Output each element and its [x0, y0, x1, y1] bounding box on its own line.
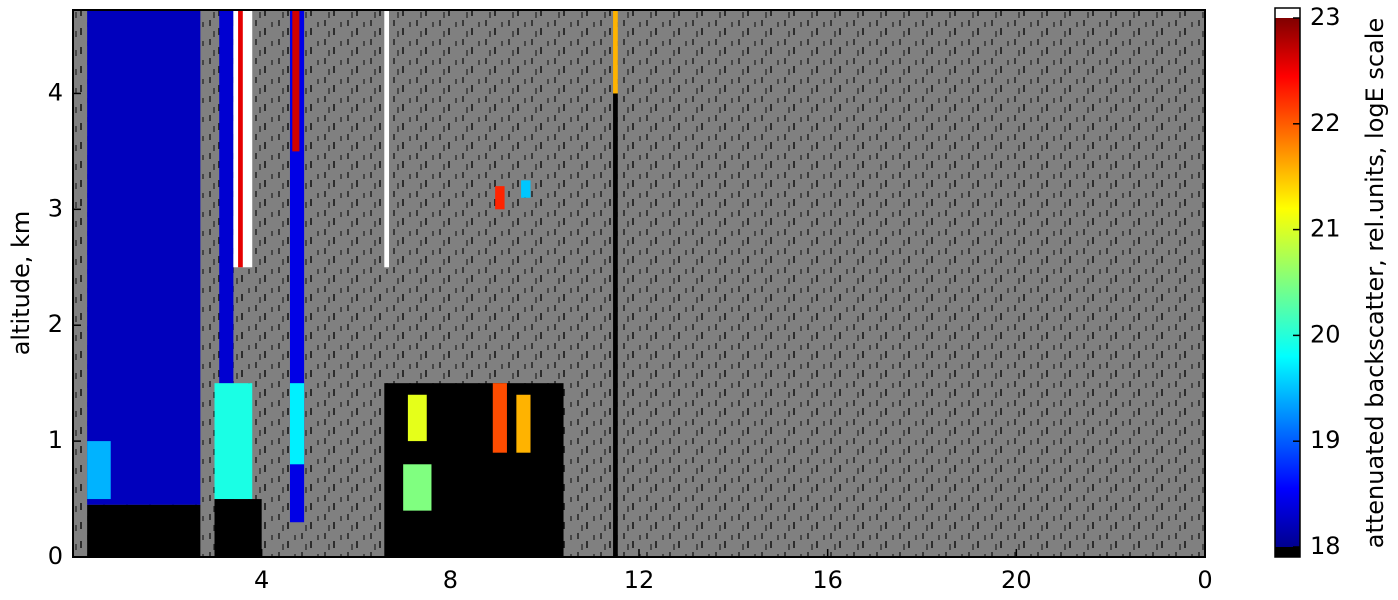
heat-cell [613, 10, 618, 94]
y-tick-label: 1 [48, 426, 63, 454]
plot-background [73, 10, 1205, 557]
heat-cell [292, 10, 300, 152]
x-tick-label: 4 [254, 566, 269, 594]
x-tick-label: 8 [443, 566, 458, 594]
heat-cell [492, 383, 507, 453]
heat-cell [87, 441, 111, 500]
colorbar-tick-label: 18 [1310, 532, 1341, 560]
y-tick-label: 2 [48, 310, 63, 338]
colorbar-tick-label: 19 [1310, 426, 1341, 454]
y-tick-label: 4 [48, 78, 63, 106]
colorbar-under [1275, 547, 1300, 557]
heat-cell [407, 394, 427, 442]
colorbar-label: attenuated backscatter, rel.units, logE … [1361, 18, 1389, 549]
x-tick-label: 16 [812, 566, 843, 594]
heat-cell [214, 383, 253, 500]
heat-cell [613, 93, 618, 558]
y-tick-label: 3 [48, 194, 63, 222]
heat-cell [403, 464, 432, 511]
heat-cell [87, 504, 201, 557]
heat-cell [233, 10, 253, 268]
x-tick-label: 20 [1001, 566, 1032, 594]
x-tick-label: 0 [1197, 566, 1212, 594]
heat-cell [516, 394, 531, 453]
heat-cell [87, 10, 201, 505]
colorbar-over [1275, 8, 1300, 18]
heat-cell [384, 10, 390, 268]
y-axis-label: altitude, km [7, 211, 35, 356]
colorbar [1275, 18, 1300, 547]
colorbar-tick-label: 20 [1310, 320, 1341, 348]
heat-cell [219, 10, 234, 505]
colorbar-tick-label: 21 [1310, 215, 1341, 243]
heat-cell [238, 10, 243, 268]
heat-cell [495, 186, 505, 210]
x-tick-label: 12 [624, 566, 655, 594]
heat-cell [214, 499, 262, 557]
heat-cell [289, 383, 305, 465]
colorbar-tick-label: 22 [1310, 109, 1341, 137]
heat-cell [521, 180, 531, 198]
colorbar-frame [1274, 7, 1301, 558]
y-tick-label: 0 [48, 542, 63, 570]
colorbar-tick-label: 23 [1310, 3, 1341, 31]
